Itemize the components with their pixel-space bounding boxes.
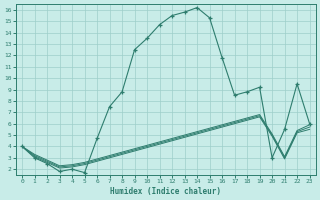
X-axis label: Humidex (Indice chaleur): Humidex (Indice chaleur) (110, 187, 221, 196)
